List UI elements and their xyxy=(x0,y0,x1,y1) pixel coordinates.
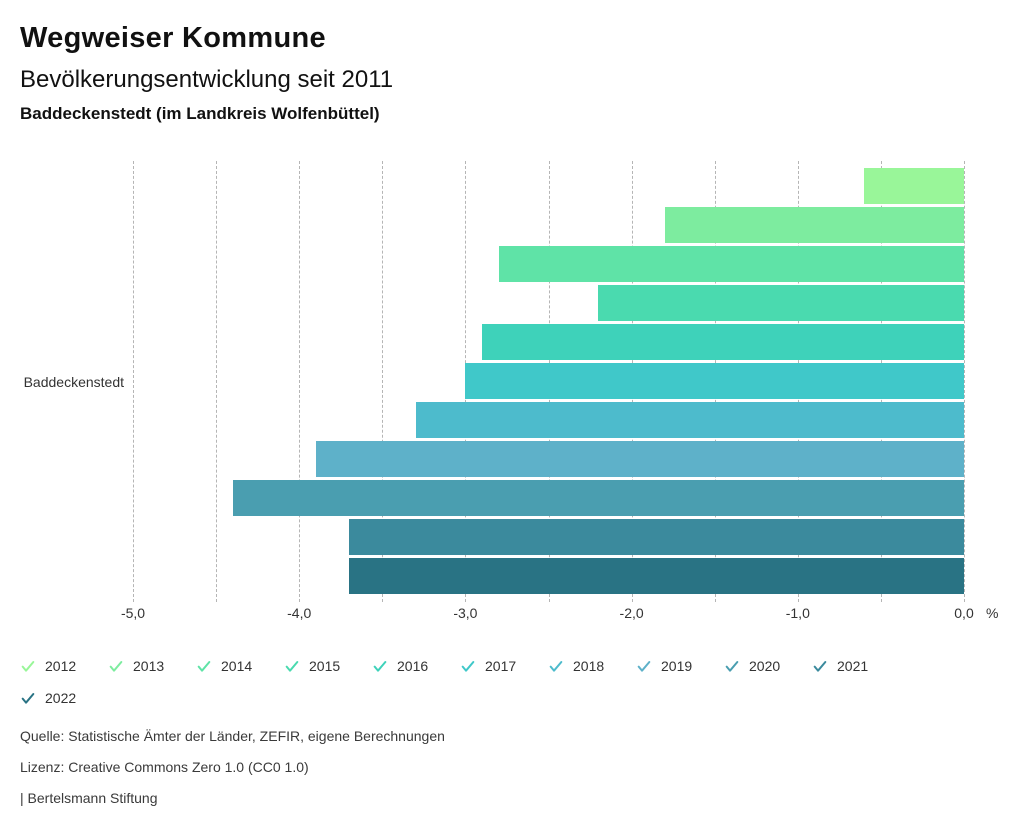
legend-label: 2012 xyxy=(45,658,77,674)
check-icon xyxy=(109,661,123,672)
bar-2021[interactable] xyxy=(349,519,964,555)
x-tick-label: -2,0 xyxy=(619,605,644,621)
check-icon xyxy=(285,661,299,672)
legend-label: 2020 xyxy=(749,658,781,674)
check-icon xyxy=(549,661,563,672)
x-axis-unit-label: % xyxy=(986,605,999,621)
source-text: Quelle: Statistische Ämter der Länder, Z… xyxy=(20,728,445,744)
legend-item-2017[interactable]: 2017 xyxy=(460,650,548,682)
legend-label: 2016 xyxy=(397,658,429,674)
legend-label: 2019 xyxy=(661,658,693,674)
check-icon xyxy=(725,661,739,672)
legend-label: 2014 xyxy=(221,658,253,674)
license-text: Lizenz: Creative Commons Zero 1.0 (CC0 1… xyxy=(20,759,309,775)
chart-title: Bevölkerungsentwicklung seit 2011 xyxy=(20,66,394,93)
legend-label: 2018 xyxy=(573,658,605,674)
legend-item-2021[interactable]: 2021 xyxy=(812,650,900,682)
x-tick-label: -3,0 xyxy=(453,605,478,621)
check-icon xyxy=(21,661,35,672)
legend-label: 2021 xyxy=(837,658,869,674)
bar-2016[interactable] xyxy=(482,324,964,360)
bar-2022[interactable] xyxy=(349,558,964,594)
check-icon xyxy=(461,661,475,672)
legend-item-2015[interactable]: 2015 xyxy=(284,650,372,682)
gridline xyxy=(382,161,384,602)
gridline xyxy=(216,161,218,602)
legend-label: 2017 xyxy=(485,658,517,674)
legend-item-2020[interactable]: 2020 xyxy=(724,650,812,682)
y-category-label: Baddeckenstedt xyxy=(23,373,124,390)
attribution-text: | Bertelsmann Stiftung xyxy=(20,790,158,806)
legend-label: 2015 xyxy=(309,658,341,674)
legend-item-2019[interactable]: 2019 xyxy=(636,650,724,682)
bar-2013[interactable] xyxy=(664,207,964,243)
bar-2012[interactable] xyxy=(864,168,964,204)
bar-2015[interactable] xyxy=(598,285,964,321)
legend-item-2016[interactable]: 2016 xyxy=(372,650,460,682)
bar-2019[interactable] xyxy=(315,441,964,477)
legend-item-2018[interactable]: 2018 xyxy=(548,650,636,682)
legend-item-2022[interactable]: 2022 xyxy=(20,682,108,714)
x-axis: % -5,0 -4,0 -3,0 -2,0 -1,0 0,0 xyxy=(121,605,999,625)
x-tick-label: 0,0 xyxy=(954,605,974,621)
bar-2018[interactable] xyxy=(415,402,964,438)
x-tick-label: -4,0 xyxy=(287,605,312,621)
legend: 2012 2013 2014 2015 2016 2017 2018 2019 2020 2021… xyxy=(20,650,906,714)
bar-2014[interactable] xyxy=(498,246,964,282)
legend-item-2013[interactable]: 2013 xyxy=(108,650,196,682)
check-icon xyxy=(637,661,651,672)
x-tick-label: -1,0 xyxy=(785,605,810,621)
gridline xyxy=(133,161,134,602)
plot-area: Baddeckenstedt xyxy=(24,161,965,602)
check-icon xyxy=(197,661,211,672)
gridline xyxy=(964,161,965,602)
app-title: Wegweiser Kommune xyxy=(20,22,326,54)
gridline xyxy=(299,161,301,602)
check-icon xyxy=(21,693,35,704)
check-icon xyxy=(373,661,387,672)
bar-2017[interactable] xyxy=(465,363,964,399)
legend-item-2012[interactable]: 2012 xyxy=(20,650,108,682)
legend-label: 2013 xyxy=(133,658,165,674)
x-tick-label: -5,0 xyxy=(120,605,146,621)
bar-2020[interactable] xyxy=(232,480,964,516)
region-subtitle: Baddeckenstedt (im Landkreis Wolfenbütte… xyxy=(20,104,380,123)
legend-label: 2022 xyxy=(45,690,77,706)
legend-item-2014[interactable]: 2014 xyxy=(196,650,284,682)
check-icon xyxy=(813,661,827,672)
